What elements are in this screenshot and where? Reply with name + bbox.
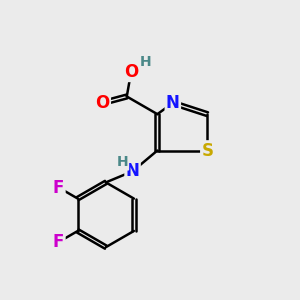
Text: O: O bbox=[124, 63, 138, 81]
Text: F: F bbox=[53, 233, 64, 251]
Text: O: O bbox=[95, 94, 110, 112]
Text: F: F bbox=[53, 178, 64, 196]
Text: S: S bbox=[201, 142, 213, 160]
Text: H: H bbox=[116, 155, 128, 170]
Text: H: H bbox=[140, 55, 152, 69]
Text: N: N bbox=[166, 94, 180, 112]
Text: N: N bbox=[126, 162, 140, 180]
